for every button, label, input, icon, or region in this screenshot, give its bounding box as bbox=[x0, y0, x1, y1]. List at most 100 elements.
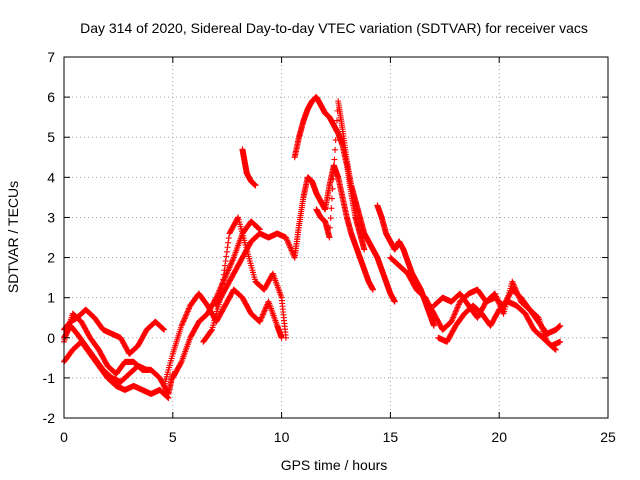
data-point bbox=[181, 315, 188, 322]
data-point bbox=[259, 311, 266, 318]
data-point bbox=[183, 311, 190, 318]
data-point bbox=[143, 366, 150, 373]
data-point bbox=[182, 312, 189, 319]
data-point bbox=[326, 234, 333, 241]
data-point bbox=[224, 244, 231, 251]
data-point bbox=[557, 322, 564, 329]
data-point bbox=[226, 264, 233, 271]
data-point bbox=[227, 261, 234, 268]
data-point bbox=[220, 277, 227, 284]
data-point bbox=[369, 286, 376, 293]
data-point bbox=[451, 311, 458, 318]
data-point bbox=[332, 146, 339, 153]
y-tick-label: 3 bbox=[47, 209, 55, 225]
series-track-3 bbox=[61, 338, 172, 401]
data-point bbox=[510, 281, 517, 288]
series-track-6 bbox=[161, 286, 285, 389]
data-point bbox=[222, 257, 229, 264]
data-point bbox=[220, 271, 227, 278]
data-point bbox=[164, 393, 171, 400]
data-point bbox=[291, 253, 298, 260]
data-point bbox=[160, 326, 167, 333]
data-point bbox=[511, 282, 518, 289]
data-point bbox=[263, 304, 270, 311]
data-point bbox=[284, 238, 291, 245]
data-point bbox=[177, 359, 184, 366]
data-point bbox=[164, 394, 171, 401]
data-point bbox=[223, 248, 230, 255]
data-point bbox=[208, 327, 215, 334]
data-point bbox=[328, 195, 335, 202]
data-point bbox=[330, 166, 337, 173]
data-point bbox=[282, 234, 289, 241]
data-point bbox=[234, 215, 241, 222]
y-tick-label: 1 bbox=[47, 290, 55, 306]
data-point bbox=[391, 298, 398, 305]
y-axis-label: SDTVAR / TECUs bbox=[5, 181, 21, 293]
data-point bbox=[552, 346, 559, 353]
data-point bbox=[179, 319, 186, 326]
data-point bbox=[222, 262, 229, 269]
data-point bbox=[289, 248, 296, 255]
data-point bbox=[282, 334, 289, 341]
data-point bbox=[333, 127, 340, 134]
data-point bbox=[257, 317, 264, 324]
data-point bbox=[184, 308, 191, 315]
data-point bbox=[449, 315, 456, 322]
series-track-16 bbox=[430, 286, 559, 353]
series-track-13 bbox=[374, 202, 437, 329]
x-tick-label: 25 bbox=[600, 429, 616, 445]
data-point bbox=[328, 205, 335, 212]
data-point bbox=[557, 338, 564, 345]
data-point bbox=[161, 326, 168, 333]
data-point bbox=[224, 268, 231, 275]
data-point bbox=[452, 310, 459, 317]
data-point bbox=[225, 239, 232, 246]
x-tick-label: 20 bbox=[491, 429, 507, 445]
data-point bbox=[184, 309, 191, 316]
data-point bbox=[185, 305, 192, 312]
data-point bbox=[260, 310, 267, 317]
data-point bbox=[179, 321, 186, 328]
data-point bbox=[552, 346, 559, 353]
data-point bbox=[329, 185, 336, 192]
data-point bbox=[182, 314, 189, 321]
series-track-12 bbox=[313, 98, 398, 305]
chart-title: Day 314 of 2020, Sidereal Day-to-day VTE… bbox=[80, 20, 588, 36]
data-point bbox=[285, 240, 292, 247]
data-point bbox=[255, 225, 262, 232]
data-point bbox=[453, 307, 460, 314]
x-tick-label: 5 bbox=[169, 429, 177, 445]
data-point bbox=[286, 241, 293, 248]
data-point bbox=[228, 260, 235, 267]
data-point bbox=[330, 176, 337, 183]
x-tick-label: 10 bbox=[274, 429, 290, 445]
data-point bbox=[223, 270, 230, 277]
y-tick-label: 6 bbox=[47, 89, 55, 105]
data-point bbox=[225, 266, 232, 273]
x-tick-label: 15 bbox=[383, 429, 399, 445]
data-point bbox=[361, 246, 368, 253]
data-point bbox=[225, 235, 232, 242]
data-point bbox=[256, 318, 263, 325]
data-point bbox=[221, 267, 228, 274]
data-point bbox=[327, 224, 334, 231]
data-point bbox=[450, 313, 457, 320]
y-tick-label: -2 bbox=[43, 410, 56, 426]
data-point bbox=[331, 156, 338, 163]
data-point bbox=[217, 284, 224, 291]
data-point bbox=[509, 278, 516, 285]
data-point bbox=[261, 308, 268, 315]
data-point bbox=[223, 253, 230, 260]
data-point bbox=[450, 314, 457, 321]
data-point bbox=[430, 322, 437, 329]
data-point bbox=[258, 314, 265, 321]
data-point bbox=[283, 235, 290, 242]
data-point bbox=[261, 307, 268, 314]
y-tick-label: 5 bbox=[47, 129, 55, 145]
data-point bbox=[448, 318, 455, 325]
data-point bbox=[454, 304, 461, 311]
data-point bbox=[286, 243, 293, 250]
